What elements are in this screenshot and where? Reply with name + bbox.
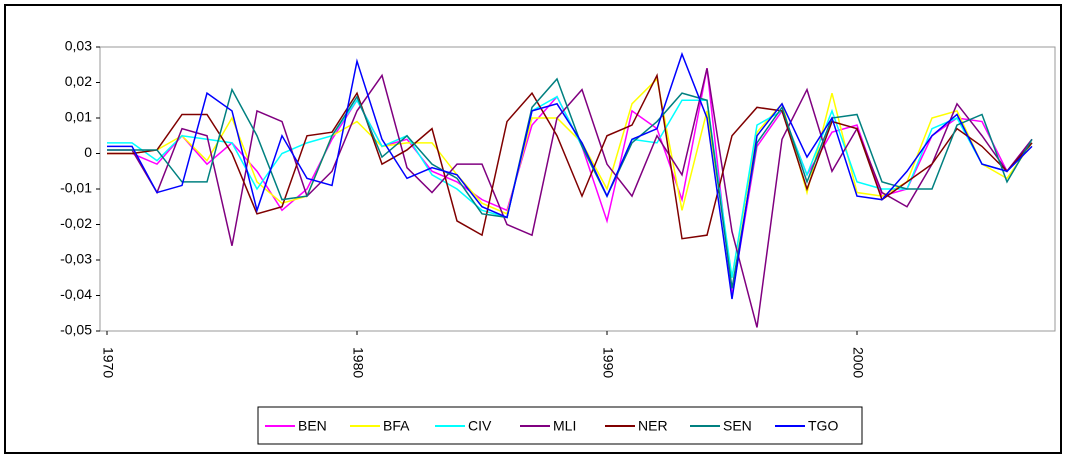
series-line [107, 77, 1033, 278]
y-tick-label: 0,03 [65, 38, 92, 54]
legend-label: CIV [468, 418, 492, 434]
legend-label: BFA [383, 418, 410, 434]
series-line [107, 72, 1033, 240]
legend-label: TGO [808, 418, 838, 434]
series-line [107, 77, 1033, 289]
x-tick-label: 2000 [850, 347, 866, 378]
y-tick-label: -0,03 [60, 251, 92, 267]
y-tick-label: 0,01 [65, 109, 92, 125]
y-tick-label: 0,02 [65, 73, 92, 89]
legend-label: SEN [723, 418, 752, 434]
y-tick-label: -0,04 [60, 286, 92, 302]
x-tick-label: 1970 [100, 347, 116, 378]
series-line [107, 51, 1033, 300]
legend-label: MLI [553, 418, 576, 434]
x-tick-label: 1980 [350, 347, 366, 378]
y-tick-label: -0,05 [60, 322, 92, 338]
y-tick-label: -0,02 [60, 215, 92, 231]
legend-label: NER [638, 418, 668, 434]
y-tick-label: 0 [84, 144, 92, 160]
x-tick-label: 1990 [600, 347, 616, 378]
legend-label: BEN [298, 418, 327, 434]
y-tick-label: -0,01 [60, 180, 92, 196]
series-line [107, 68, 1033, 328]
